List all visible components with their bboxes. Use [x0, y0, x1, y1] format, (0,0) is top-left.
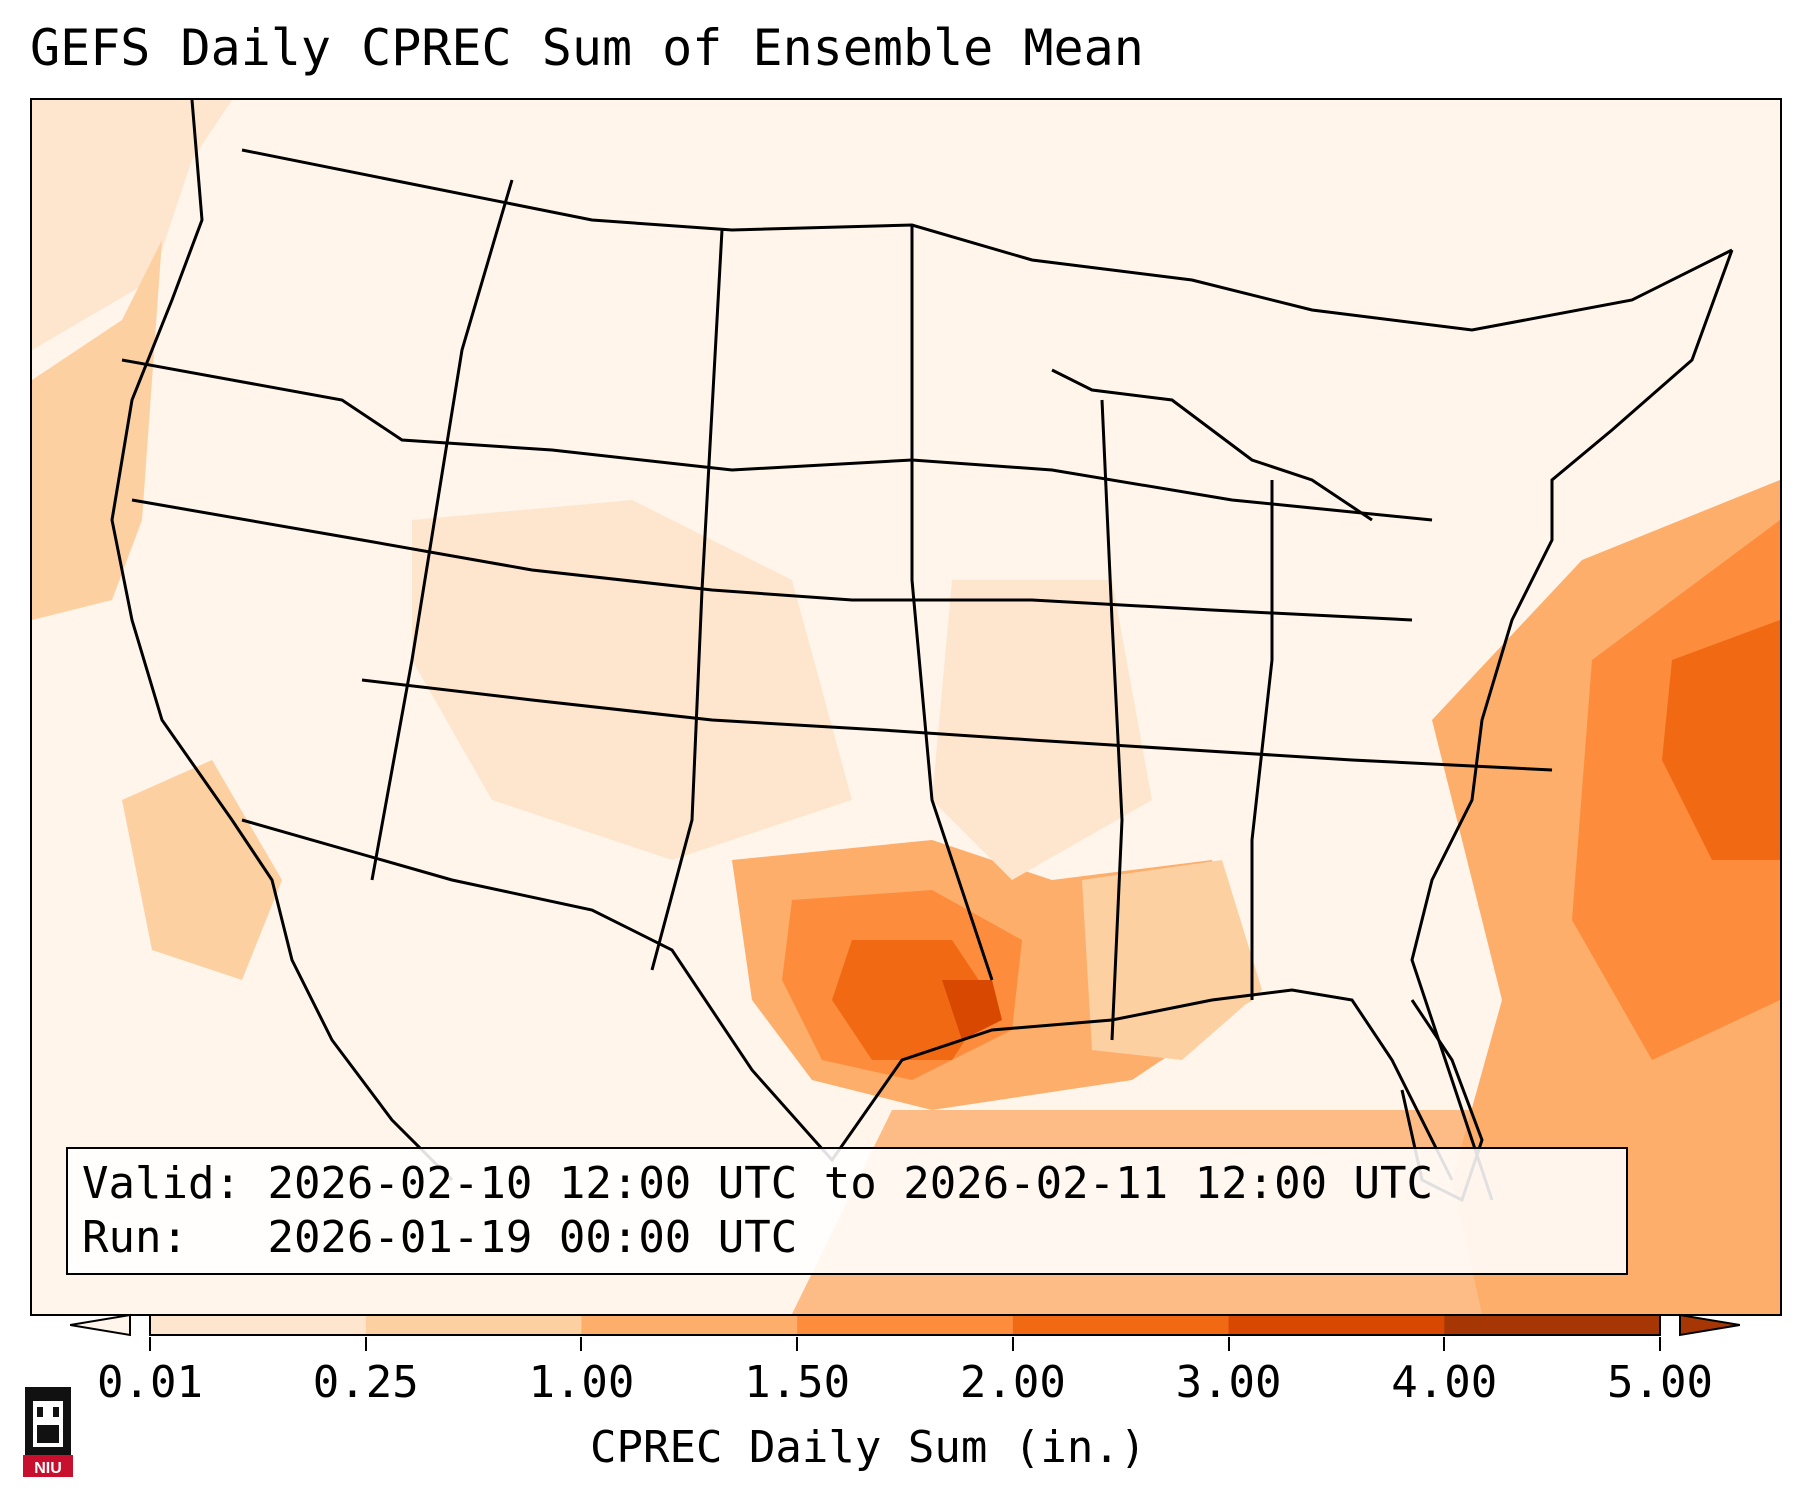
colorbar-tick-mark: [796, 1337, 799, 1351]
precip-area-east-texas: [832, 940, 992, 1060]
colorbar-tick-label: 1.50: [744, 1357, 851, 1408]
canada-border: [241, 148, 1733, 332]
precip-map: [30, 98, 1782, 1316]
colorbar-tick-mark: [1227, 1337, 1230, 1351]
colorbar-tick-mark: [580, 1337, 583, 1351]
state-line-north: [121, 358, 1433, 522]
colorbar-tick-label: 0.25: [312, 1357, 419, 1408]
east-coastline: [1410, 249, 1734, 1201]
colorbar-max-arrow: [1679, 1313, 1740, 1337]
valid-time: 2026-02-10 12:00 UTC to 2026-02-11 12:00…: [267, 1158, 1434, 1209]
colorbar-segment: [797, 1315, 1014, 1335]
validity-info-box: Valid: 2026-02-10 12:00 UTC to 2026-02-1…: [66, 1147, 1628, 1275]
colorbar-tick-mark: [149, 1337, 151, 1351]
run-time: 2026-01-19 00:00 UTC: [267, 1212, 798, 1263]
precip-area-core: [942, 980, 1002, 1040]
precip-area-midwest: [932, 580, 1152, 880]
colorbar-tick-label: 2.00: [959, 1357, 1066, 1408]
west-coastline: [110, 100, 454, 1182]
colorbar-tick-mark: [1443, 1337, 1446, 1351]
state-line-central: [131, 498, 1413, 622]
gulf-and-mexico-border: [241, 818, 1454, 1181]
colorbar-min-arrow: [70, 1313, 131, 1337]
great-lakes-shore: [1051, 368, 1373, 522]
state-line-mountain: [650, 229, 724, 971]
colorbar-label: CPREC Daily Sum (in.): [590, 1422, 1147, 1473]
run-row: Run: 2026-01-19 00:00 UTC: [82, 1211, 1612, 1265]
state-line-plains: [910, 225, 994, 981]
state-line-appalachian: [1250, 480, 1274, 1000]
colorbar-frame: [149, 1314, 1661, 1336]
precip-area-atlantic-core: [1662, 620, 1780, 860]
colorbar-tick-mark: [1011, 1337, 1014, 1351]
colorbar-segment: [1228, 1315, 1446, 1335]
valid-label: Valid:: [82, 1158, 241, 1209]
colorbar-segment: [365, 1315, 583, 1335]
precip-area-rockies: [412, 500, 852, 860]
precip-area-socal: [122, 760, 282, 980]
run-label: Run:: [82, 1212, 188, 1263]
precip-area-mississippi: [1082, 860, 1262, 1060]
colorbar-tick-label: 5.00: [1607, 1357, 1713, 1408]
state-line-mississippi: [1100, 399, 1124, 1041]
map-outlines: [110, 100, 1734, 1203]
colorbar-segment: [150, 1315, 367, 1335]
colorbar-tick-label: 3.00: [1175, 1357, 1282, 1408]
state-line-south: [361, 678, 1553, 772]
colorbar-tick-mark: [1659, 1337, 1661, 1351]
colorbar-segments: [149, 1314, 1661, 1336]
colorbar-segment: [581, 1315, 799, 1335]
colorbar-tick-mark: [364, 1337, 367, 1351]
chart-title: GEFS Daily CPREC Sum of Ensemble Mean: [30, 19, 1144, 77]
colorbar-segment: [1444, 1315, 1661, 1335]
valid-row: Valid: 2026-02-10 12:00 UTC to 2026-02-1…: [82, 1157, 1612, 1211]
state-line-west: [370, 179, 514, 881]
colorbar: [70, 1313, 1740, 1337]
colorbar-tick-label: 0.01: [97, 1357, 203, 1408]
svg-text:NIU: NIU: [34, 1460, 62, 1477]
colorbar-tick-label: 4.00: [1391, 1357, 1498, 1408]
colorbar-segment: [1012, 1315, 1230, 1335]
university-tower-icon: NIU: [23, 1387, 73, 1477]
colorbar-tick-label: 1.00: [528, 1357, 635, 1408]
niu-logo: NIU: [19, 1383, 77, 1479]
precip-area-pacific-nw: [32, 100, 232, 350]
precip-area-coastal-west: [32, 240, 162, 620]
map-canvas: [32, 100, 1780, 1314]
